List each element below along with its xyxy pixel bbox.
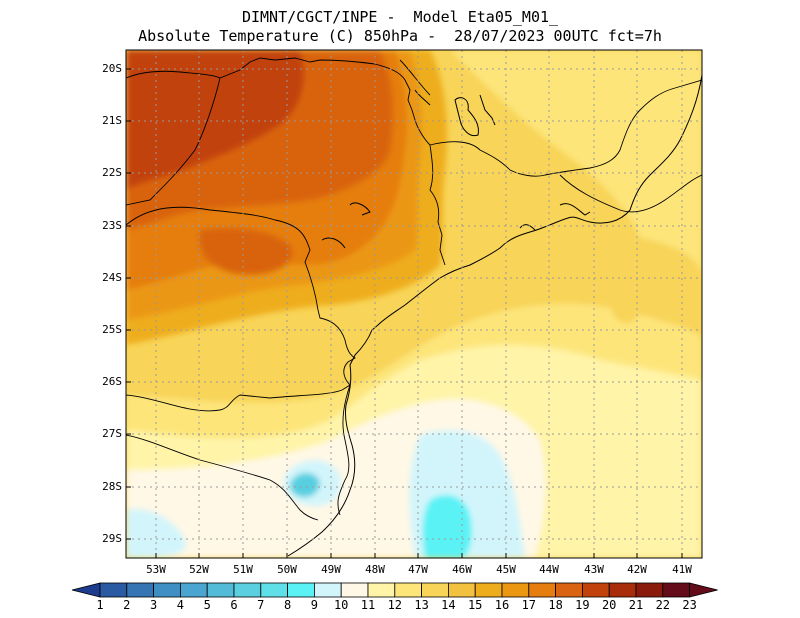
colorbar-swatch (179, 582, 208, 598)
colorbar-label: 12 (387, 598, 403, 612)
colorbar-swatch (260, 582, 288, 598)
colorbar-label: 9 (310, 598, 318, 612)
lat-label: 26S (102, 375, 122, 388)
colorbar-swatch (394, 582, 422, 598)
colorbar-swatch (367, 582, 396, 598)
colorbar-label: 2 (123, 598, 131, 612)
map-ticks (126, 68, 683, 558)
colorbar-swatch (206, 582, 235, 598)
colorbar-left-arrow (71, 582, 101, 598)
colorbar-swatch (313, 582, 342, 598)
lon-label: 48W (365, 563, 385, 576)
colorbar-label: 19 (575, 598, 590, 612)
colorbar-swatch (474, 582, 503, 598)
colorbar-label: 14 (441, 598, 456, 612)
colorbar-label: 13 (414, 598, 429, 612)
colorbar-label: 10 (333, 598, 349, 612)
colorbar-swatch (555, 582, 583, 598)
colorbar-swatch (287, 582, 315, 598)
colorbar-label: 8 (283, 598, 292, 612)
lat-label: 25S (102, 323, 122, 336)
lon-label: 42W (627, 563, 647, 576)
colorbar-label: 16 (494, 598, 510, 612)
lat-label: 24S (102, 271, 122, 284)
lon-label: 43W (584, 563, 604, 576)
colorbar-swatch (582, 582, 610, 598)
colorbar-label: 21 (628, 598, 644, 612)
colorbar-label: 3 (149, 598, 158, 612)
lon-label: 46W (452, 563, 472, 576)
colorbar-swatch (99, 582, 128, 598)
lat-label: 27S (102, 427, 122, 440)
lat-label: 20S (102, 62, 122, 75)
colorbar-label: 20 (601, 598, 617, 612)
lat-label: 22S (102, 166, 122, 179)
colorbar-swatch (501, 582, 530, 598)
colorbar (71, 582, 718, 598)
colorbar-label: 6 (230, 598, 238, 612)
colorbar-swatch (447, 582, 476, 598)
colorbar-swatch (233, 582, 262, 598)
colorbar-swatch (126, 582, 155, 598)
lon-label: 49W (321, 563, 341, 576)
colorbar-label: 4 (176, 598, 184, 612)
temperature-field (126, 50, 702, 558)
lat-label: 28S (102, 480, 122, 493)
colorbar-label: 15 (467, 598, 483, 612)
colorbar-swatch (421, 582, 449, 598)
colorbar-label: 22 (655, 598, 671, 612)
colorbar-label: 5 (203, 598, 211, 612)
colorbar-swatch (635, 582, 664, 598)
colorbar-swatch (340, 582, 369, 598)
colorbar-swatch (662, 582, 690, 598)
lon-label: 52W (189, 563, 209, 576)
map-frame (125, 49, 703, 559)
title-line-1: DIMNT/CGCT/INPE - Model Eta05_M01_ (241, 8, 559, 26)
title-line-2: Absolute Temperature (C) 850hPa - 28/07/… (138, 27, 662, 45)
map-grid (126, 50, 702, 558)
colorbar-swatch (608, 582, 637, 598)
lat-label: 21S (102, 114, 122, 127)
colorbar-right-arrow (689, 582, 718, 598)
lat-label: 29S (102, 532, 122, 545)
colorbar-swatch (528, 582, 556, 598)
lon-label: 50W (277, 563, 297, 576)
lon-label: 51W (233, 563, 253, 576)
lon-label: 47W (408, 563, 428, 576)
lat-label: 23S (102, 219, 122, 232)
colorbar-label: 23 (682, 598, 697, 612)
lon-label: 41W (672, 563, 692, 576)
lon-label: 53W (146, 563, 166, 576)
lon-label: 44W (539, 563, 559, 576)
colorbar-label: 7 (257, 598, 265, 612)
colorbar-label: 11 (360, 598, 376, 612)
colorbar-swatch (153, 582, 181, 598)
colorbar-label: 1 (96, 598, 104, 612)
colorbar-label: 18 (548, 598, 563, 612)
lon-label: 45W (496, 563, 516, 576)
colorbar-label: 17 (521, 598, 537, 612)
